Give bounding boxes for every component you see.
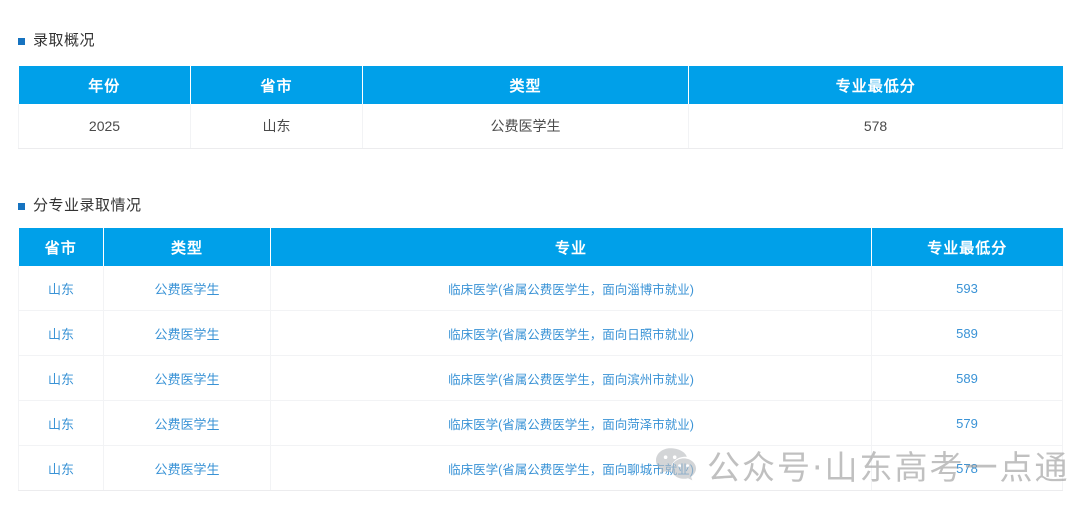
table-row: 山东 公费医学生 临床医学(省属公费医学生，面向菏泽市就业) 579 (18, 400, 1063, 446)
column-header-province: 省市 (190, 66, 363, 104)
table-wrapper-majors: 省市 类型 专业 专业最低分 山东 公费医学生 临床医学(省属公费医学生，面向淄… (0, 228, 1080, 491)
table-row: 2025 山东 公费医学生 578 (18, 104, 1063, 149)
cell-major[interactable]: 临床医学(省属公费医学生，面向菏泽市就业) (270, 400, 872, 446)
table-header-row: 省市 类型 专业 专业最低分 (18, 228, 1063, 266)
cell-type[interactable]: 公费医学生 (103, 310, 271, 356)
cell-province: 山东 (190, 104, 363, 149)
table-row: 山东 公费医学生 临床医学(省属公费医学生，面向滨州市就业) 589 (18, 355, 1063, 401)
column-header-min-score: 专业最低分 (688, 66, 1063, 104)
table-wrapper-overview: 年份 省市 类型 专业最低分 2025 山东 公费医学生 578 (0, 66, 1080, 149)
cell-type[interactable]: 公费医学生 (103, 400, 271, 446)
section-title-overview: 录取概况 (33, 32, 96, 49)
cell-province[interactable]: 山东 (18, 355, 104, 401)
majors-table: 省市 类型 专业 专业最低分 山东 公费医学生 临床医学(省属公费医学生，面向淄… (18, 228, 1063, 491)
cell-type: 公费医学生 (362, 104, 689, 149)
column-header-province: 省市 (18, 228, 104, 266)
cell-min-score: 578 (688, 104, 1063, 149)
column-header-min-score: 专业最低分 (871, 228, 1063, 266)
column-header-year: 年份 (18, 66, 191, 104)
cell-type[interactable]: 公费医学生 (103, 355, 271, 401)
cell-min-score[interactable]: 589 (871, 310, 1063, 356)
table-row: 山东 公费医学生 临床医学(省属公费医学生，面向日照市就业) 589 (18, 310, 1063, 356)
cell-min-score[interactable]: 578 (871, 445, 1063, 491)
cell-year: 2025 (18, 104, 191, 149)
cell-major[interactable]: 临床医学(省属公费医学生，面向滨州市就业) (270, 355, 872, 401)
cell-type[interactable]: 公费医学生 (103, 445, 271, 491)
column-header-type: 类型 (362, 66, 689, 104)
cell-province[interactable]: 山东 (18, 310, 104, 356)
cell-min-score[interactable]: 579 (871, 400, 1063, 446)
section-heading-overview: 录取概况 (0, 31, 95, 51)
cell-province[interactable]: 山东 (18, 400, 104, 446)
cell-min-score[interactable]: 589 (871, 355, 1063, 401)
cell-major[interactable]: 临床医学(省属公费医学生，面向聊城市就业) (270, 445, 872, 491)
overview-table: 年份 省市 类型 专业最低分 2025 山东 公费医学生 578 (18, 66, 1063, 149)
bullet-square-icon (18, 37, 25, 45)
column-header-type: 类型 (103, 228, 271, 266)
cell-province[interactable]: 山东 (18, 445, 104, 491)
cell-province[interactable]: 山东 (18, 266, 104, 311)
section-heading-majors: 分专业录取情况 (0, 196, 142, 216)
table-row: 山东 公费医学生 临床医学(省属公费医学生，面向淄博市就业) 593 (18, 266, 1063, 311)
table-header-row: 年份 省市 类型 专业最低分 (18, 66, 1063, 104)
table-row: 山东 公费医学生 临床医学(省属公费医学生，面向聊城市就业) 578 (18, 445, 1063, 491)
cell-min-score[interactable]: 593 (871, 266, 1063, 311)
section-title-majors: 分专业录取情况 (33, 197, 142, 214)
cell-major[interactable]: 临床医学(省属公费医学生，面向日照市就业) (270, 310, 872, 356)
cell-major[interactable]: 临床医学(省属公费医学生，面向淄博市就业) (270, 266, 872, 311)
bullet-square-icon (18, 202, 25, 210)
cell-type[interactable]: 公费医学生 (103, 266, 271, 311)
column-header-major: 专业 (270, 228, 872, 266)
